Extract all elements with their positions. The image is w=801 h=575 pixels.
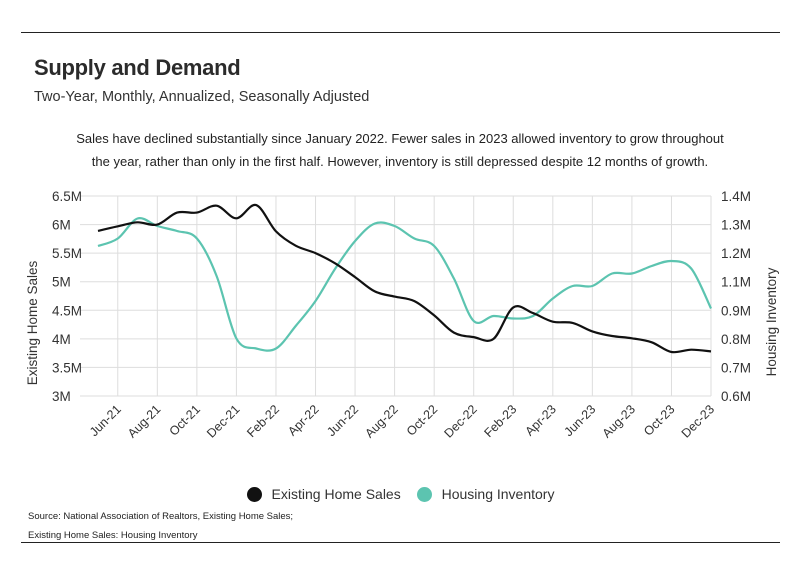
right-tick-label: 1.3M (721, 218, 751, 233)
x-tick-label: Oct-21 (167, 402, 203, 438)
series-line-existing-home-sales (97, 203, 712, 354)
right-tick-label: 0.7M (721, 360, 751, 375)
left-tick-label: 6M (52, 218, 71, 233)
right-tick-label: 0.8M (721, 332, 751, 347)
description-line-1: Sales have declined substantially since … (76, 131, 724, 146)
x-axis-ticks: Jun-21 Aug-21 Oct-21 Dec-21 Feb-22 Apr-22 Jun-… (87, 402, 717, 440)
right-axis-ticks: 0.6M 0.7M 0.8M 0.9M 1.1M 1.2M 1.3M 1.4M (721, 189, 751, 404)
source-line-1: Source: National Association of Realtors… (28, 511, 294, 522)
x-tick-label: Jun-23 (562, 402, 599, 439)
x-tick-label: Oct-23 (641, 402, 677, 438)
x-tick-label: Dec-21 (204, 402, 242, 440)
chart-legend: Existing Home Sales Housing Inventory (0, 486, 801, 505)
right-tick-label: 0.6M (721, 389, 751, 404)
source-line-2: Existing Home Sales: Housing Inventory (28, 530, 198, 541)
legend-swatch-inventory (416, 486, 432, 502)
x-tick-label: Jun-21 (87, 402, 124, 439)
series-line-housing-inventory (97, 217, 712, 352)
x-tick-label: Apr-22 (285, 402, 321, 438)
left-tick-label: 3M (52, 389, 71, 404)
x-tick-label: Feb-23 (481, 402, 519, 440)
x-tick-label: Aug-23 (600, 402, 638, 440)
right-tick-label: 0.9M (721, 303, 751, 318)
x-tick-label: Jun-22 (324, 402, 361, 439)
chart-title: Supply and Demand (34, 55, 241, 80)
legend-swatch-sales (246, 486, 262, 502)
top-rule (21, 32, 780, 33)
line-chart: 3M 3.5M 4M 4.5M 5M 5.5M 6M 6.5M 0.6M 0.7M 0.8M 0.9… (25, 189, 779, 441)
description-line-2: the year, rather than only in the first … (91, 154, 709, 169)
chart-subtitle: Two-Year, Monthly, Annualized, Seasonall… (34, 89, 370, 105)
left-tick-label: 5.5M (52, 246, 82, 261)
x-tick-label: Feb-22 (244, 402, 282, 440)
x-tick-label: Dec-22 (441, 402, 479, 440)
x-tick-label: Apr-23 (522, 402, 558, 438)
x-tick-label: Dec-23 (679, 402, 717, 440)
left-tick-label: 5M (52, 275, 71, 290)
left-axis-ticks: 3M 3.5M 4M 4.5M 5M 5.5M 6M 6.5M (52, 189, 82, 404)
x-tick-label: Oct-22 (404, 402, 440, 438)
legend-label-sales: Existing Home Sales (271, 486, 401, 502)
right-axis-label: Housing Inventory (764, 267, 779, 376)
right-tick-label: 1.1M (721, 275, 751, 290)
right-tick-label: 1.4M (721, 189, 751, 204)
bottom-rule (21, 542, 780, 543)
legend-label-inventory: Housing Inventory (441, 486, 555, 502)
chart-grid (80, 195, 712, 397)
right-tick-label: 1.2M (721, 246, 751, 261)
legend-item-inventory: Housing Inventory (416, 486, 555, 502)
legend-item-sales: Existing Home Sales (246, 486, 401, 502)
left-tick-label: 4.5M (52, 303, 82, 318)
chart-description: Sales have declined substantially since … (60, 127, 740, 173)
left-tick-label: 3.5M (52, 360, 82, 375)
x-tick-label: Aug-21 (125, 402, 163, 440)
chart-series (97, 203, 712, 354)
left-tick-label: 4M (52, 332, 71, 347)
left-axis-label: Existing Home Sales (25, 260, 40, 385)
left-tick-label: 6.5M (52, 189, 82, 204)
x-tick-label: Aug-22 (362, 402, 400, 440)
